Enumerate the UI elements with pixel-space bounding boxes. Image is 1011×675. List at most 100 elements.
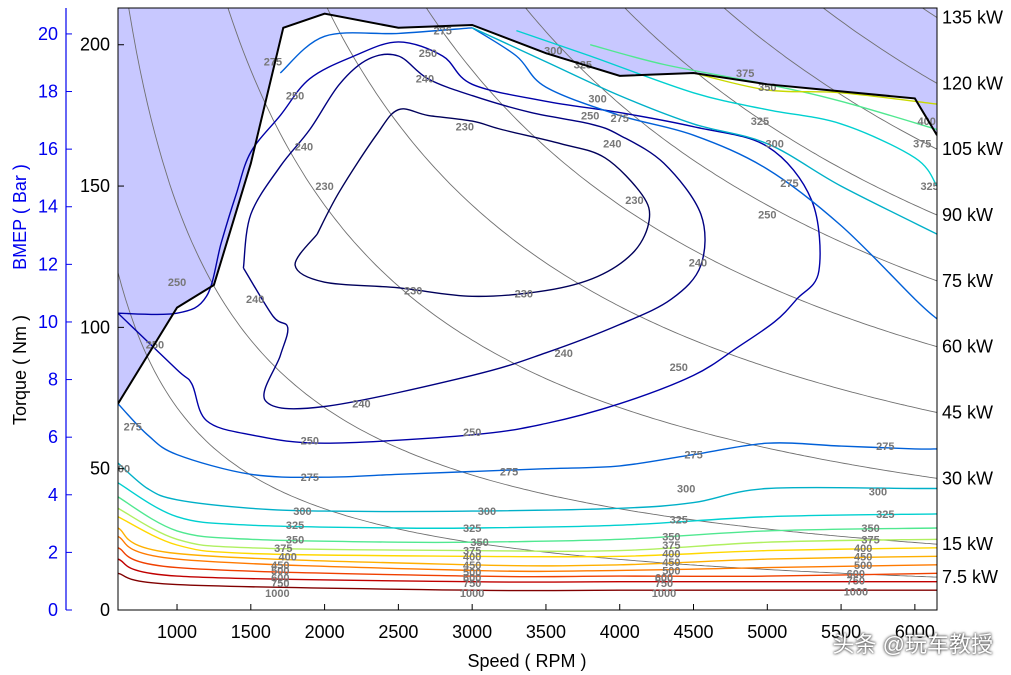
bsfc-label-450: 450 [662,557,680,569]
bsfc-contour-300 [471,27,937,235]
bsfc-label-275: 275 [264,57,282,69]
x-tick-label: 2500 [378,622,418,642]
power-line-labels: 7.5 kW 15 kW 30 kW 45 kW 60 kW 75 kW 90 kW 105 … [942,8,1003,588]
bsfc-label-300: 300 [293,506,311,518]
bsfc-contours [118,27,937,592]
bmep-axis-label: BMEP ( Bar ) [10,164,30,270]
bmep-tick-label: 10 [38,312,58,332]
above-max-torque-fill [118,8,937,404]
power-line-30kw [227,8,937,479]
bsfc-label-1000: 1000 [460,588,484,600]
power-line-60kw [425,8,937,348]
bsfc-label-250: 250 [581,110,599,122]
bsfc-label-300: 300 [765,139,783,151]
bsfc-label-275: 275 [500,467,518,479]
bsfc-label-450: 450 [854,551,872,563]
bsfc-label-275: 275 [301,472,319,484]
bsfc-contour-375 [693,72,937,105]
bsfc-label-600: 600 [463,572,481,584]
bmep-tick-label: 18 [38,82,58,102]
bsfc-label-240: 240 [295,141,313,153]
bsfc-contour-400 [118,516,937,558]
power-label-15kw: 15 kW [942,534,993,554]
bsfc-label-250: 250 [463,427,481,439]
bsfc-label-250: 250 [301,435,319,447]
x-tick-label: 4000 [600,622,640,642]
bsfc-label-750: 750 [655,578,673,590]
bmep-tick-label: 20 [38,24,58,44]
power-label-105kw: 105 kW [942,139,1003,159]
bmep-tick-label: 12 [38,254,58,274]
bsfc-contour-325 [516,29,937,187]
power-label-60kw: 60 kW [942,337,993,357]
bsfc-contour-labels: 230 230 230 230 230 240 240 240 240 240 240 240 250 2… [112,26,938,600]
bmep-axis-ticks: 0 2 4 6 8 10 12 14 16 18 20 [38,24,72,620]
bsfc-contour-240 [242,53,706,410]
x-tick-label: 3500 [526,622,566,642]
bmep-tick-label: 16 [38,139,58,159]
x-tick-label: 3000 [452,622,492,642]
bsfc-label-250: 250 [670,362,688,374]
bsfc-contour-350 [118,496,937,544]
bsfc-contour-600 [118,547,937,578]
bsfc-label-230: 230 [404,286,422,298]
power-line-120kw [822,8,937,84]
bsfc-label-300: 300 [588,93,606,105]
bsfc-label-240: 240 [246,294,264,306]
bsfc-label-250: 250 [168,277,186,289]
bsfc-contour-325 [118,482,937,530]
bsfc-label-300: 300 [112,464,130,476]
bsfc-label-375: 375 [861,534,879,546]
bsfc-label-1000: 1000 [265,588,289,600]
bsfc-label-325: 325 [876,509,894,521]
bsfc-label-275: 275 [433,26,451,38]
bsfc-label-300: 300 [677,483,695,495]
bsfc-label-275: 275 [684,450,702,462]
x-tick-label: 4500 [673,622,713,642]
x-tick-label: 2000 [305,622,345,642]
above-max-torque-region [118,8,937,404]
bsfc-contour-450 [118,527,937,567]
bsfc-label-750: 750 [847,575,865,587]
bsfc-label-250: 250 [286,91,304,103]
bsfc-label-600: 600 [271,572,289,584]
bsfc-label-750: 750 [271,578,289,590]
bsfc-label-400: 400 [917,116,935,128]
speed-axis-ticks: 1000 1500 2000 2500 3000 3500 4000 4500 5000 5500… [157,604,935,642]
bsfc-label-500: 500 [854,560,872,572]
bmep-tick-label: 8 [48,370,58,390]
bsfc-label-250: 250 [419,48,437,60]
power-line-105kw [723,8,937,150]
bsfc-label-500: 500 [271,565,289,577]
bsfc-label-350: 350 [662,532,680,544]
bsfc-label-325: 325 [920,181,938,193]
bsfc-label-350: 350 [470,537,488,549]
bsfc-contour-375 [118,507,937,553]
torque-axis-ticks: 0 50 100 150 200 [80,35,124,620]
bsfc-label-400: 400 [463,551,481,563]
power-label-75kw: 75 kW [942,271,993,291]
bsfc-contour-500 [118,535,937,573]
power-line-45kw [326,8,937,413]
bsfc-label-375: 375 [913,139,931,151]
torque-tick-label: 50 [90,459,110,479]
power-label-120kw: 120 kW [942,73,1003,93]
max-torque-line [118,12,937,405]
bsfc-label-1000: 1000 [652,588,676,600]
bmep-tick-label: 2 [48,542,58,562]
power-label-30kw: 30 kW [942,468,993,488]
bsfc-label-500: 500 [463,567,481,579]
x-tick-label: 6000 [895,622,935,642]
torque-tick-label: 150 [80,176,110,196]
bsfc-label-375: 375 [662,540,680,552]
torque-tick-label: 0 [100,600,110,620]
bsfc-label-300: 300 [869,486,887,498]
power-line-7.5kw [118,270,937,578]
power-line-15kw [128,8,937,545]
power-lines [118,8,937,578]
plot-frame [117,7,938,611]
bsfc-contour-230 [294,108,651,298]
bsfc-label-600: 600 [655,572,673,584]
power-label-90kw: 90 kW [942,205,993,225]
